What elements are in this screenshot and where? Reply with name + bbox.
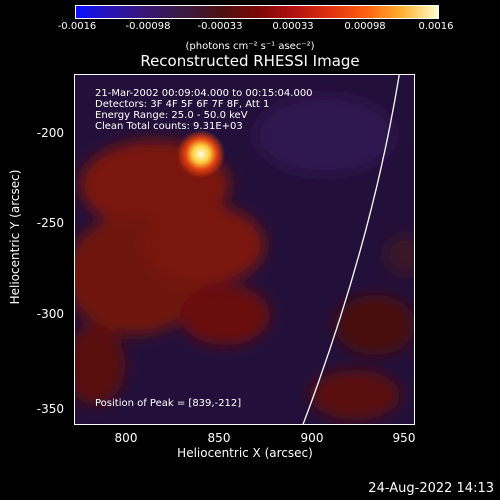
- info-clean: Clean Total counts: 9.31E+03: [95, 121, 243, 132]
- emission-map: [75, 95, 414, 420]
- info-energy: Energy Range: 25.0 - 50.0 keV: [95, 110, 248, 121]
- y-tick: -350: [36, 402, 64, 416]
- x-axis-label: Heliocentric X (arcsec): [177, 446, 313, 460]
- colorbar-tick: -0.00033: [197, 21, 243, 32]
- colorbar-tick: 0.00098: [344, 21, 386, 32]
- flare-peak: [177, 130, 225, 178]
- colorbar-tick: 0.00033: [272, 21, 314, 32]
- info-detectors: Detectors: 3F 4F 5F 6F 7F 8F, Att 1: [95, 99, 270, 110]
- x-tick: 850: [207, 431, 231, 445]
- info-time: 21-Mar-2002 00:09:04.000 to 00:15:04.000: [95, 88, 313, 99]
- colorbar-tick: -0.00098: [125, 21, 171, 32]
- y-tick: -250: [36, 216, 64, 230]
- colorbar-tick: 0.0016: [418, 21, 454, 32]
- colorbar-tick: -0.0016: [57, 21, 97, 32]
- y-axis-label: Heliocentric Y (arcsec): [8, 169, 22, 305]
- solar-image: 21-Mar-2002 00:09:04.000 to 00:15:04.000…: [74, 74, 415, 425]
- colorbar: [75, 5, 439, 19]
- peak-position: Position of Peak = [839,-212]: [95, 398, 242, 409]
- colorbar-units: (photons cm⁻² s⁻¹ asec⁻²): [185, 41, 315, 52]
- x-tick: 950: [392, 431, 416, 445]
- x-tick: 900: [300, 431, 324, 445]
- x-tick: 800: [114, 431, 138, 445]
- y-tick: -200: [36, 126, 64, 140]
- y-tick: -300: [36, 307, 64, 321]
- plot-title: Reconstructed RHESSI Image: [140, 52, 360, 70]
- timestamp: 24-Aug-2022 14:13: [368, 481, 494, 496]
- image-map: [75, 75, 414, 424]
- solar-limb: [302, 75, 400, 424]
